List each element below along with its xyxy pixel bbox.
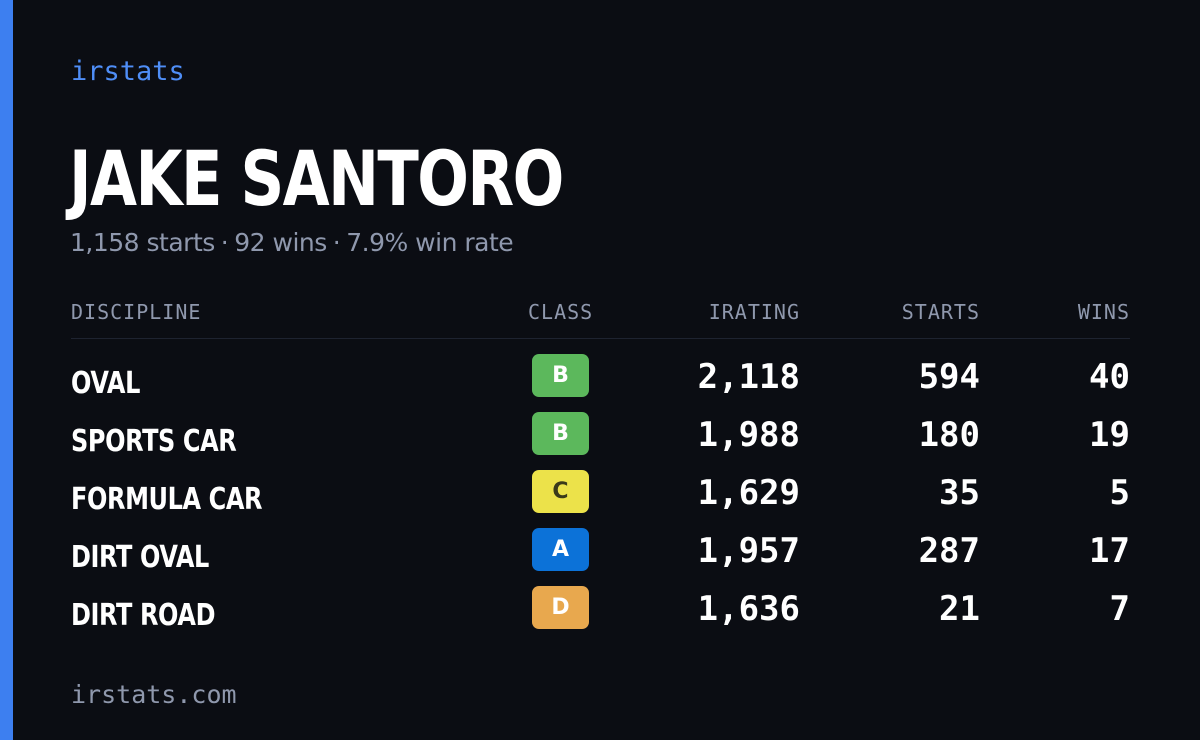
discipline-name: DIRT ROAD [71,598,216,633]
irating-value: 1,636 [697,589,800,629]
wins-value: 5 [1109,473,1130,513]
summary-wins: 92 wins [234,228,327,257]
discipline-name: OVAL [71,366,140,401]
player-name: JAKE SANTORO [69,134,564,223]
irating-value: 1,957 [697,531,800,571]
starts-value: 180 [918,415,980,455]
table-row: SPORTS CAR B 1,988 180 19 [71,412,1130,470]
starts-value: 21 [939,589,980,629]
irating-value: 2,118 [697,357,800,397]
footer-url: irstats.com [71,680,237,709]
wins-value: 40 [1089,357,1130,397]
header-discipline: DISCIPLINE [71,300,202,324]
wins-value: 19 [1089,415,1130,455]
stats-table: OVAL B 2,118 594 40 SPORTS CAR B 1,988 1… [71,354,1130,644]
starts-value: 287 [918,531,980,571]
class-badge: B [532,354,589,397]
discipline-name: FORMULA CAR [71,482,263,517]
irating-value: 1,629 [697,473,800,513]
starts-value: 594 [918,357,980,397]
wins-value: 17 [1089,531,1130,571]
class-badge: B [532,412,589,455]
discipline-name: DIRT OVAL [71,540,209,575]
wins-value: 7 [1109,589,1130,629]
table-row: FORMULA CAR C 1,629 35 5 [71,470,1130,528]
header-class: CLASS [528,300,594,324]
table-row: OVAL B 2,118 594 40 [71,354,1130,412]
header-irating: IRATING [708,300,800,324]
summary-win-rate: 7.9% win rate [346,228,514,257]
summary-starts: 1,158 starts [70,228,215,257]
brand-logo: irstats [71,56,185,87]
discipline-name: SPORTS CAR [71,424,237,459]
header-wins: WINS [1077,300,1130,324]
table-header: DISCIPLINE CLASS IRATING STARTS WINS [71,300,1130,339]
table-row: DIRT ROAD D 1,636 21 7 [71,586,1130,644]
table-row: DIRT OVAL A 1,957 287 17 [71,528,1130,586]
summary-separator: · [220,228,229,257]
class-badge: C [532,470,589,513]
player-summary: 1,158 starts · 92 wins · 7.9% win rate [70,228,514,257]
irating-value: 1,988 [697,415,800,455]
summary-separator: · [332,228,341,257]
accent-bar [0,0,13,740]
header-starts: STARTS [901,300,980,324]
class-badge: A [532,528,589,571]
starts-value: 35 [939,473,980,513]
class-badge: D [532,586,589,629]
